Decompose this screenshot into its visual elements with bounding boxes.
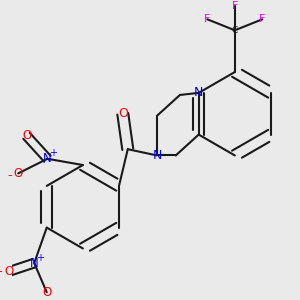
Text: F: F <box>232 1 238 11</box>
Text: O: O <box>118 107 128 120</box>
Text: +: + <box>49 148 57 158</box>
Text: F: F <box>259 14 266 24</box>
Text: C: C <box>232 26 238 35</box>
Text: N: N <box>43 152 52 165</box>
Text: N: N <box>152 149 162 162</box>
Text: F: F <box>204 14 211 24</box>
Text: O: O <box>14 167 23 180</box>
Text: O: O <box>4 265 14 278</box>
Text: O: O <box>22 129 31 142</box>
Text: -: - <box>0 265 2 278</box>
Text: N: N <box>30 256 39 270</box>
Text: N: N <box>194 86 203 99</box>
Text: -: - <box>7 169 12 182</box>
Text: +: + <box>36 253 44 262</box>
Text: O: O <box>42 286 51 299</box>
